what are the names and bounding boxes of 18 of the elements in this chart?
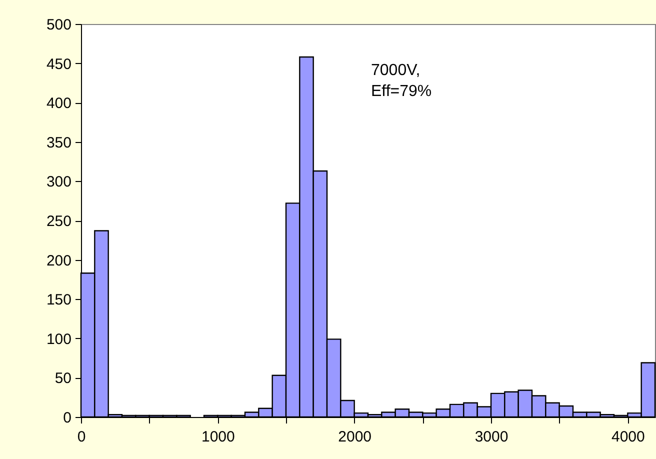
y-tick-label: 100 [46, 330, 72, 348]
x-tick-label: 4000 [611, 428, 645, 446]
x-tick-label: 1000 [201, 428, 235, 446]
x-tick-label: 0 [77, 428, 86, 446]
y-tick-label: 200 [46, 252, 72, 270]
annotation: Eff=79% [371, 83, 432, 100]
y-tick-label: 300 [46, 174, 72, 191]
annotation: 7000V, [371, 62, 420, 79]
y-tick-label: 500 [46, 16, 72, 34]
y-tick-label: 0 [63, 410, 72, 426]
y-tick-label: 450 [46, 56, 72, 73]
y-tick-label: 350 [46, 134, 72, 152]
x-tick-label: 2000 [338, 428, 372, 446]
y-tick-label: 150 [46, 292, 72, 309]
y-tick-label: 400 [46, 95, 72, 112]
x-tick-label: 3000 [474, 428, 508, 446]
y-tick-label: 50 [54, 370, 72, 388]
y-tick-label: 250 [46, 213, 72, 230]
